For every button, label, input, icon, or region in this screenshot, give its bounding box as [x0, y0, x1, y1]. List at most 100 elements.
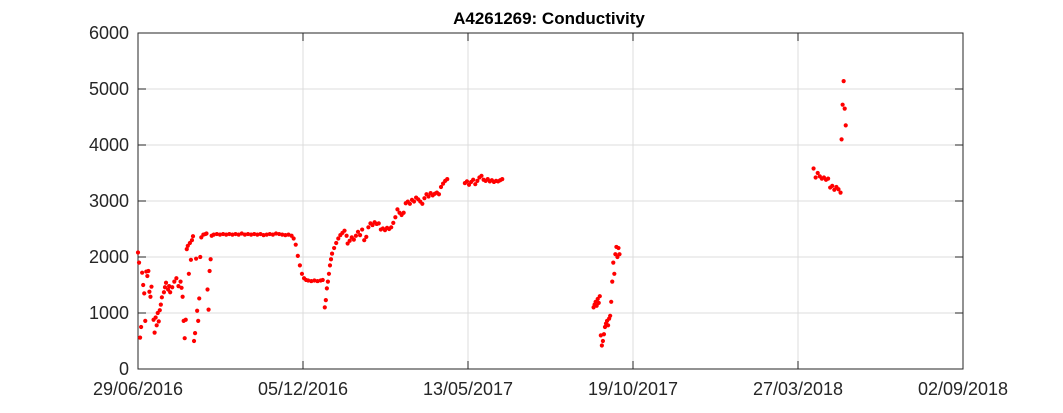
- data-point: [264, 232, 269, 237]
- data-point: [438, 184, 444, 190]
- data-point: [194, 256, 199, 261]
- data-point: [611, 260, 616, 265]
- data-point: [332, 245, 337, 251]
- data-point: [156, 319, 161, 324]
- data-point: [608, 313, 613, 318]
- data-point: [198, 254, 203, 260]
- data-point: [351, 237, 356, 242]
- y-tick-label: 0: [119, 359, 129, 379]
- data-point: [183, 317, 188, 322]
- data-point: [600, 338, 606, 344]
- data-point: [616, 245, 621, 251]
- data-point: [277, 231, 282, 237]
- data-point: [326, 271, 332, 276]
- data-point: [249, 232, 254, 237]
- axis-ticks: [137, 32, 964, 370]
- data-point: [597, 294, 602, 299]
- data-point: [188, 257, 194, 262]
- data-point: [159, 295, 164, 300]
- data-point: [145, 273, 150, 279]
- data-point: [245, 231, 251, 237]
- data-point: [411, 199, 417, 204]
- data-point: [255, 232, 260, 237]
- data-point: [601, 332, 607, 337]
- data-point: [342, 228, 347, 233]
- data-point: [143, 318, 148, 323]
- data-point: [329, 251, 335, 256]
- data-point: [153, 315, 158, 320]
- data-point: [295, 253, 300, 258]
- data-point: [376, 221, 381, 226]
- data-point: [283, 233, 288, 238]
- data-point: [267, 231, 272, 237]
- data-point: [217, 232, 223, 237]
- x-tick-label: 02/09/2018: [918, 379, 1008, 399]
- y-tick-label: 3000: [89, 191, 129, 211]
- data-point: [139, 324, 144, 330]
- x-tick-label: 29/06/2016: [93, 379, 183, 399]
- data-point: [176, 284, 181, 289]
- data-point: [395, 207, 400, 212]
- data-point: [261, 233, 266, 238]
- data-point: [842, 106, 847, 111]
- data-point: [355, 229, 361, 234]
- x-tick-label: 05/12/2016: [258, 379, 348, 399]
- data-point: [327, 263, 333, 268]
- data-point: [174, 276, 179, 281]
- data-point: [137, 335, 143, 340]
- data-point: [362, 238, 367, 243]
- data-point: [364, 234, 369, 239]
- data-point: [214, 231, 219, 237]
- x-axis-tick-labels: 29/06/2016 05/12/2016 13/05/2017 19/10/2017…: [93, 379, 1008, 399]
- data-point: [464, 179, 470, 184]
- x-tick-label: 27/03/2018: [753, 379, 843, 399]
- data-point: [309, 278, 314, 284]
- data-point: [475, 178, 480, 183]
- data-point: [605, 323, 611, 328]
- data-point: [186, 271, 191, 276]
- data-point: [612, 271, 617, 276]
- data-point: [312, 278, 317, 283]
- data-point: [389, 225, 394, 230]
- data-point: [204, 231, 209, 236]
- data-point: [141, 282, 146, 288]
- data-point: [473, 182, 478, 187]
- data-point: [149, 284, 154, 289]
- data-point: [306, 278, 311, 283]
- data-point: [393, 215, 398, 220]
- data-point: [324, 286, 329, 291]
- data-point: [322, 305, 327, 310]
- data-point: [825, 176, 831, 181]
- data-point: [360, 227, 365, 232]
- x-tick-label: 13/05/2017: [423, 379, 513, 399]
- data-point: [599, 343, 604, 348]
- data-point: [596, 300, 601, 306]
- data-point: [320, 277, 325, 283]
- y-axis-tick-labels: 0 1000 2000 3000 4000 5000 6000: [89, 23, 129, 379]
- data-point: [184, 247, 189, 252]
- data-point: [366, 225, 371, 230]
- data-point: [813, 175, 818, 180]
- data-point: [836, 187, 841, 192]
- data-point: [471, 177, 476, 182]
- data-point: [436, 192, 442, 197]
- data-point: [146, 268, 151, 274]
- data-point: [195, 308, 200, 313]
- data-point: [190, 234, 196, 239]
- data-point: [168, 290, 173, 295]
- y-tick-label: 6000: [89, 23, 129, 43]
- data-point: [158, 302, 163, 307]
- data-point: [479, 173, 484, 178]
- data-point: [293, 242, 298, 247]
- data-point: [838, 190, 843, 195]
- data-point: [233, 231, 238, 237]
- data-point: [334, 240, 339, 246]
- y-tick-label: 4000: [89, 135, 129, 155]
- data-point: [206, 307, 211, 312]
- data-point: [357, 233, 363, 238]
- data-point: [347, 238, 352, 243]
- data-point: [182, 336, 187, 341]
- data-point: [157, 308, 162, 313]
- data-point: [161, 290, 167, 295]
